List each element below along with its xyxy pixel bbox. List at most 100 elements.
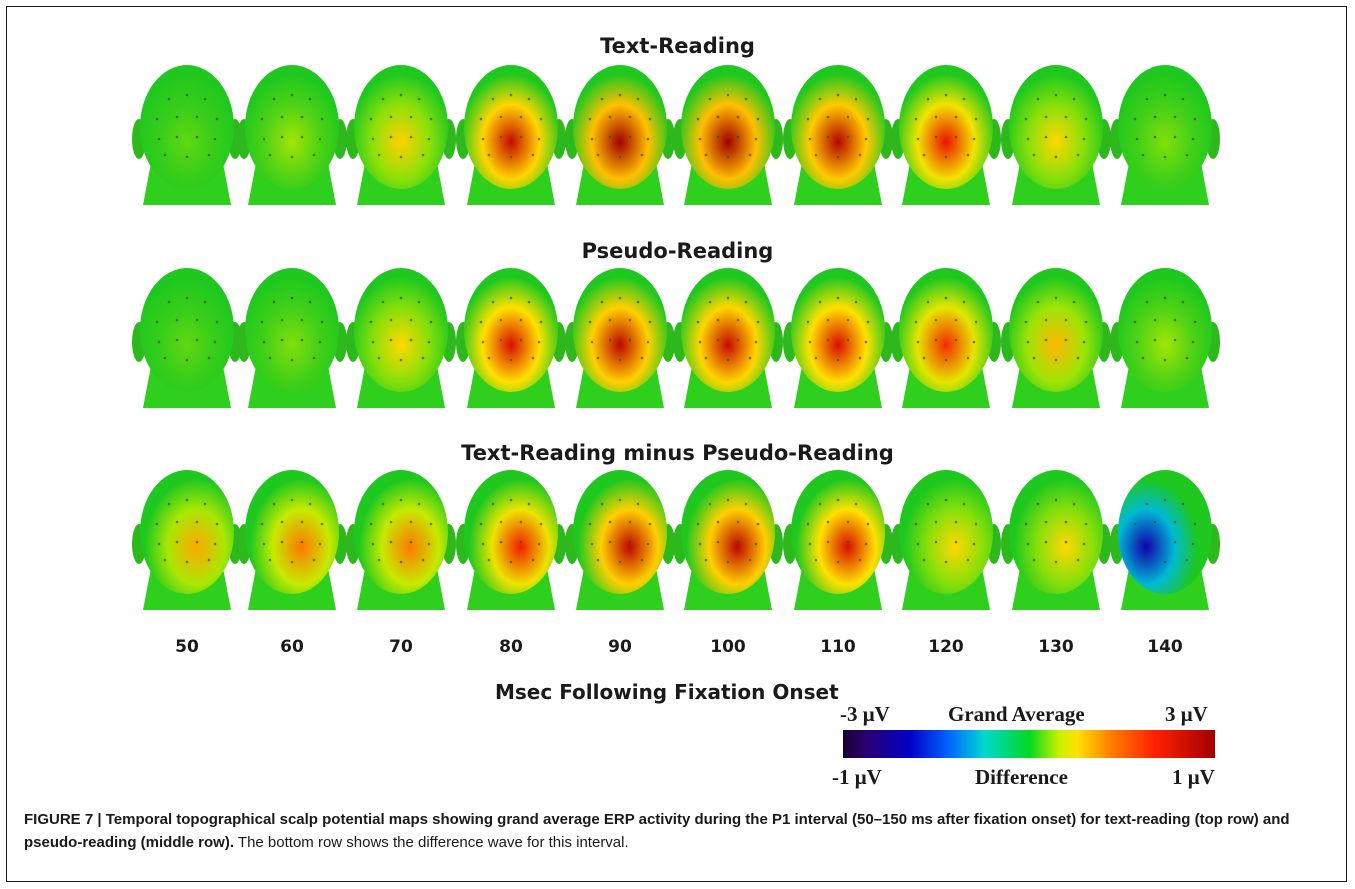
- electrode-dot: [1163, 498, 1167, 502]
- head-shape: [681, 268, 775, 392]
- scalp-map-r2-c2: [346, 470, 456, 610]
- electrode-dot: [290, 93, 294, 97]
- electrode-dot: [636, 300, 640, 304]
- scalp-map-r1-c1: [237, 268, 347, 408]
- electrode-dot: [836, 155, 840, 159]
- electrode-dot: [1145, 300, 1149, 304]
- scalp-map-r2-c9: [1110, 470, 1220, 610]
- electrode-dot: [1153, 318, 1157, 322]
- electrode-dot: [157, 340, 161, 344]
- electrode-dot: [290, 498, 294, 502]
- head-shape: [245, 268, 339, 392]
- electrode-dot: [588, 117, 592, 121]
- electrode-dot: [1076, 356, 1080, 360]
- electrode-dot: [866, 117, 870, 121]
- electrode-dot: [509, 498, 513, 502]
- electrode-dot: [280, 540, 284, 544]
- electrode-dot: [215, 522, 219, 526]
- electrode-dot: [1084, 320, 1088, 324]
- electrode-dot: [826, 520, 830, 524]
- scalp-map-r0-c8: [1001, 65, 1111, 205]
- electrode-dot: [866, 320, 870, 324]
- electrode-dot: [429, 320, 433, 324]
- electrode-dot: [646, 542, 650, 546]
- electrode-dot: [1185, 356, 1189, 360]
- electrode-dot: [491, 300, 495, 304]
- electrode-dot: [175, 318, 179, 322]
- electrode-dot: [716, 135, 720, 139]
- electrode-dot: [704, 356, 708, 360]
- electrode-dot: [280, 338, 284, 342]
- electrode-dot: [260, 117, 264, 121]
- electrode-dot: [499, 115, 503, 119]
- electrode-dot: [1141, 153, 1145, 157]
- head-shape: [354, 65, 448, 189]
- electrode-dot: [1054, 93, 1058, 97]
- electrode-dot: [736, 520, 740, 524]
- x-axis-label: Msec Following Fixation Onset: [495, 680, 839, 704]
- electrode-dot: [716, 115, 720, 119]
- electrode-dot: [369, 320, 373, 324]
- electrode-dot: [399, 155, 403, 159]
- electrode-dot: [846, 318, 850, 322]
- electrode-dot: [519, 318, 523, 322]
- electrode-dot: [596, 558, 600, 562]
- electrode-dot: [1064, 318, 1068, 322]
- head-shape: [1118, 65, 1212, 189]
- electrode-dot: [175, 115, 179, 119]
- electrode-dot: [716, 520, 720, 524]
- electrode-dot: [628, 338, 632, 342]
- scalp-map-r0-c4: [565, 65, 675, 205]
- electrode-dot: [499, 338, 503, 342]
- electrode-dot: [1036, 502, 1040, 506]
- electrode-dot: [203, 300, 207, 304]
- electrode-dot: [389, 520, 393, 524]
- electrode-dot: [499, 318, 503, 322]
- electrode-dot: [215, 117, 219, 121]
- head-shape: [681, 65, 775, 189]
- electrode-dot: [1032, 153, 1036, 157]
- electrode-dot: [836, 560, 840, 564]
- electrode-dot: [203, 97, 207, 101]
- scalp-map-r0-c0: [132, 65, 242, 205]
- electrode-dot: [1072, 502, 1076, 506]
- electrode-dot: [272, 300, 276, 304]
- electrode-dot: [389, 540, 393, 544]
- electrode-dot: [618, 155, 622, 159]
- electrode-dot: [399, 358, 403, 362]
- electrode-dot: [1084, 522, 1088, 526]
- head-shape: [464, 268, 558, 392]
- electrode-dot: [608, 135, 612, 139]
- electrode-dot: [1036, 300, 1040, 304]
- electrode-dot: [1173, 540, 1177, 544]
- electrode-dot: [972, 542, 976, 546]
- electrode-dot: [1141, 558, 1145, 562]
- electrode-dot: [748, 356, 752, 360]
- head-shape: [791, 65, 885, 189]
- electrode-dot: [318, 340, 322, 344]
- electrode-dot: [268, 558, 272, 562]
- scalp-map-r1-c3: [456, 268, 566, 408]
- electrode-dot: [417, 300, 421, 304]
- electrode-dot: [754, 340, 758, 344]
- head-shape: [899, 268, 993, 392]
- electrode-dot: [429, 117, 433, 121]
- scalp-map-r0-c1: [237, 65, 347, 205]
- electrode-dot: [195, 318, 199, 322]
- electrode-dot: [1064, 520, 1068, 524]
- electrode-dot: [944, 358, 948, 362]
- scalp-map-r2-c5: [673, 470, 783, 610]
- electrode-dot: [716, 318, 720, 322]
- electrode-dot: [1163, 296, 1167, 300]
- electrode-dot: [1153, 540, 1157, 544]
- electrode-dot: [1163, 358, 1167, 362]
- electrode-dot: [818, 300, 822, 304]
- caption-lead: FIGURE 7 | Temporal topographical scalp …: [24, 811, 1290, 851]
- electrode-dot: [213, 137, 217, 141]
- electrode-dot: [1163, 155, 1167, 159]
- electrode-dot: [1064, 135, 1068, 139]
- electrode-dot: [1082, 542, 1086, 546]
- colorbar-difference-max: 1 μV: [1172, 765, 1215, 789]
- electrode-dot: [203, 502, 207, 506]
- electrode-dot: [290, 296, 294, 300]
